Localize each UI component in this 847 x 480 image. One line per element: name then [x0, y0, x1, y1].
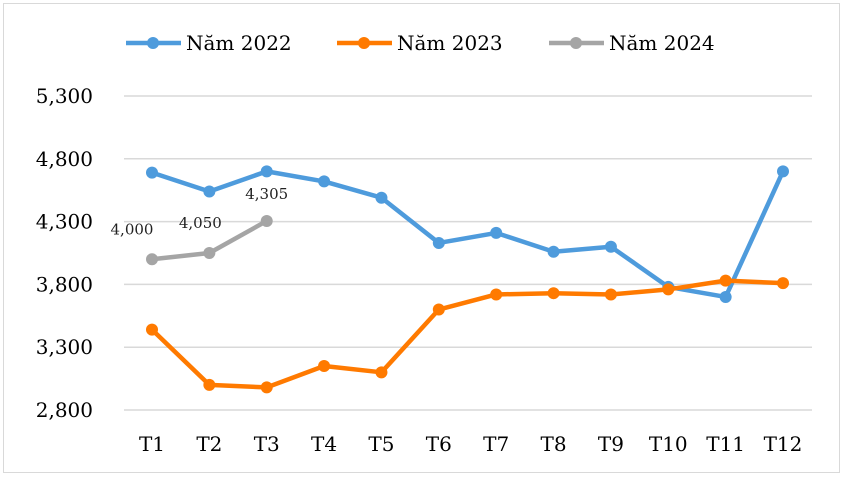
data-point [432, 236, 445, 249]
data-label: 4,000 [111, 220, 154, 238]
x-tick-label: T6 [426, 432, 452, 456]
data-point [662, 283, 675, 296]
y-tick-label: 4,300 [36, 210, 93, 234]
legend-label: Năm 2024 [609, 31, 715, 55]
data-point [260, 214, 273, 227]
data-point [547, 245, 560, 258]
data-point [719, 274, 732, 287]
data-point [203, 247, 216, 259]
y-tick-label: 3,300 [36, 335, 93, 359]
x-tick-label: T3 [254, 432, 280, 456]
data-point [604, 288, 617, 301]
data-label: 4,305 [245, 185, 288, 203]
data-point [490, 226, 503, 239]
data-point [490, 288, 503, 301]
data-point [318, 360, 331, 373]
data-point [260, 165, 273, 178]
legend-marker [358, 37, 370, 49]
data-point [375, 191, 388, 204]
x-tick-label: T5 [368, 432, 394, 456]
data-point [777, 277, 789, 290]
data-point [146, 253, 158, 266]
x-tick-label: T2 [196, 432, 222, 456]
data-point [203, 378, 216, 391]
data-point [260, 381, 273, 394]
x-tick-label: T4 [311, 432, 337, 456]
data-point [318, 175, 331, 188]
data-point [547, 287, 560, 300]
x-tick-label: T7 [483, 432, 509, 456]
legend-marker [147, 37, 159, 49]
x-tick-label: T11 [706, 432, 745, 456]
y-tick-label: 4,800 [36, 147, 93, 171]
legend-label: Năm 2022 [186, 31, 292, 55]
series-line-1 [150, 278, 784, 390]
data-point [432, 303, 445, 316]
x-tick-label: T12 [764, 432, 803, 456]
x-tick-label: T9 [598, 432, 624, 456]
y-tick-label: 2,800 [36, 398, 93, 422]
data-label: 4,050 [179, 214, 222, 232]
data-point [146, 166, 158, 179]
data-point [604, 240, 617, 253]
y-tick-label: 5,300 [36, 84, 93, 108]
data-point [203, 185, 216, 198]
data-point [375, 366, 388, 379]
data-point [719, 290, 732, 303]
x-tick-label: T10 [649, 432, 688, 456]
x-tick-label: T8 [541, 432, 567, 456]
chart-frame [3, 3, 840, 473]
data-point [146, 323, 158, 336]
legend-marker [570, 37, 582, 49]
x-tick-label: T1 [139, 432, 165, 456]
legend-label: Năm 2023 [397, 31, 503, 55]
data-point [777, 165, 789, 178]
y-tick-label: 3,800 [36, 272, 93, 296]
